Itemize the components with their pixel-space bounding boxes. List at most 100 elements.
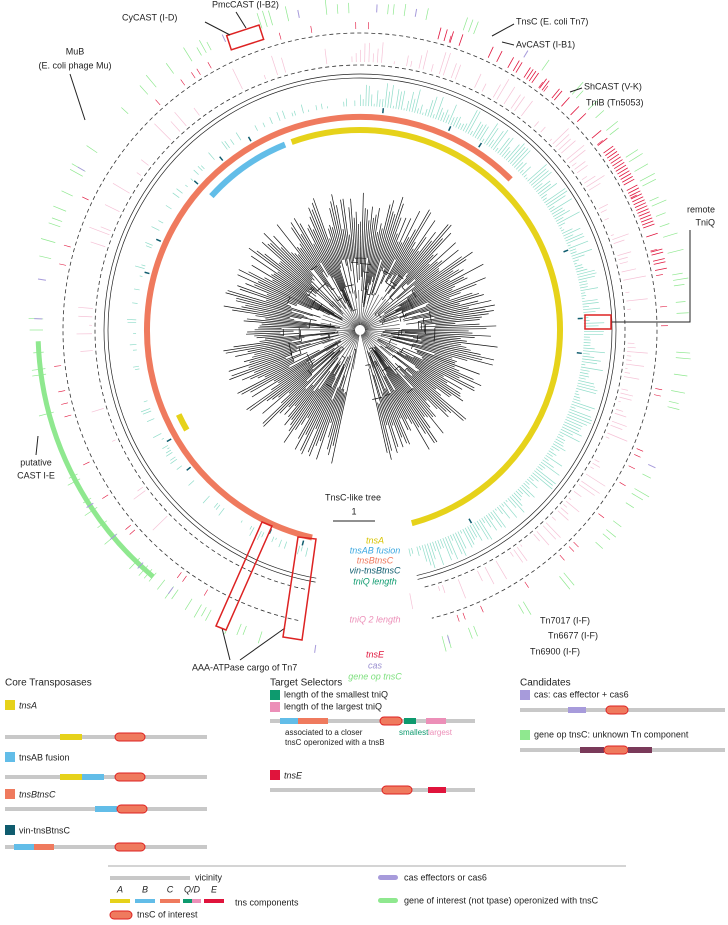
ring-tick [78,306,93,309]
ring-tick [458,34,464,46]
ring-tick [571,162,577,167]
ring-tick [673,373,688,377]
ring-tick [564,421,582,430]
ring-tick [575,266,584,270]
ring-tick [321,318,356,329]
ring-tick [165,63,174,74]
ring-tick [348,334,359,369]
ring-tick [386,373,420,428]
ring-tick [51,217,63,222]
ring-tick [203,589,208,596]
ring-tick [382,392,404,448]
ring-tick [472,523,483,541]
gene-bar [5,735,207,739]
ring-tick [634,488,650,498]
ring-tick [532,171,552,188]
ring-tick [316,375,345,460]
ring-tick [350,291,360,326]
ring-tick [606,151,618,159]
ring-tick [390,393,409,431]
ring-tick [625,149,639,158]
ring-tick [361,208,366,292]
ring-tick [650,248,663,253]
ring [363,271,369,273]
ring-tick [414,8,418,17]
ring-tick [145,245,152,249]
ring-tick [412,388,431,408]
ring-tick [395,89,400,109]
ring-tick [387,91,391,108]
ring-tick [184,598,193,610]
ring-tick [53,205,67,212]
ring-tick [515,162,524,170]
ring-tick [402,300,479,320]
ring-tick [400,269,464,307]
ring-tick [313,243,346,304]
ring-tick [647,463,656,469]
ring-tick [450,117,455,126]
annotations: CyCAST (I-D) PmcCAST (I-B2) TnsC (E. col… [17,0,715,672]
ring-tick [263,349,341,427]
ring-tick [523,174,527,178]
ring-tick [425,319,480,325]
ring-tick [407,259,467,299]
ring-tick [265,299,321,318]
ring-tick [591,130,602,139]
ring-tick [467,526,476,540]
ring-tick [328,393,345,456]
ring-tick [196,47,202,56]
ring-tick [308,207,353,312]
ring-tick [573,395,581,399]
ring-tick [145,74,157,88]
ring-tick [382,108,385,114]
ring-tick [429,303,460,312]
ring-tick [54,365,62,367]
ring-tick [560,229,565,232]
ring-tick [630,194,637,199]
ring-tick [340,334,358,366]
ring-tick [628,187,640,194]
ring-tick [582,353,590,355]
ring-tick [652,258,665,262]
arrow [491,23,515,37]
ring-tick [530,170,549,186]
label: 1 [351,506,356,516]
ring-tick [432,114,435,119]
ring-tick [414,249,459,287]
ring-tick [241,352,308,381]
ring-tick [513,492,522,501]
ring-tick [582,355,595,358]
ring-tick [401,285,456,311]
ring-tick [134,265,145,269]
ring-tick [77,166,85,172]
ring-tick [374,349,431,429]
ring-tick [578,280,588,284]
ring-tick [545,522,561,538]
legend-title: Candidates [520,678,571,689]
ring-tick [405,355,444,377]
ring-tick [384,237,410,283]
ring-tick [413,256,462,292]
ring-tick [237,366,290,394]
ring [382,322,384,325]
ring-tick [462,612,466,620]
ring-tick [479,126,489,141]
ring-tick [450,63,457,79]
ring [35,341,155,579]
ring-tick [129,557,141,570]
highlight-box [584,314,612,330]
ring-tick [526,69,534,80]
ring-tick [185,184,188,188]
ring-tick [140,408,151,413]
ring-tick [353,217,358,283]
ring-tick [579,374,590,378]
ring-tick [409,593,414,610]
ring-tick [537,183,552,195]
ring-tick [129,529,136,535]
ring-tick [263,74,267,80]
ring-tick [551,445,560,451]
ring-tick [563,227,581,237]
ring-tick [417,334,461,339]
swatch [109,910,133,920]
ring-label: tniQ length [353,576,397,586]
